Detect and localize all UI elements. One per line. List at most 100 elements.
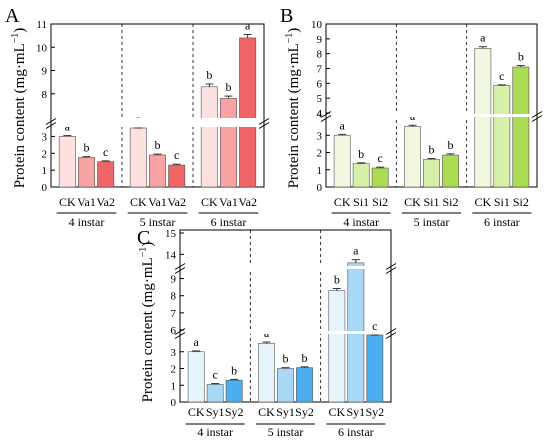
panel-a-significance-letter: c — [174, 148, 179, 162]
panel-a-bar — [239, 37, 257, 188]
panel-c-bar — [187, 351, 205, 403]
panel-c-category-label: Sy2 — [365, 405, 384, 419]
panel-c-significance-letter: b — [334, 273, 340, 287]
panel-b-category-label: Si2 — [372, 195, 388, 209]
panel-b-significance-letter: b — [358, 147, 364, 161]
panel-c-axis-break-mark — [385, 328, 397, 339]
panel-a-category-label: CK — [59, 195, 76, 209]
panel-c-axis-break-gap — [181, 266, 390, 269]
panel-a-y-tick-label: 3 — [42, 131, 48, 143]
panel-c-significance-letter: a — [353, 244, 359, 258]
panel-b-axis-break-mark — [531, 111, 543, 122]
panel-a-significance-letter: b — [226, 80, 232, 94]
panel-b-category-label: CK — [334, 195, 351, 209]
panel-c-y-tick-label: 1 — [171, 380, 177, 392]
panel-b-category-label: Si2 — [442, 195, 458, 209]
panel-c-significance-letter: c — [372, 319, 377, 333]
panel-c-significance-letter: b — [283, 352, 289, 366]
panel-b-significance-letter: b — [447, 138, 453, 152]
panel-a-y-tick-label: 11 — [36, 19, 47, 31]
panel-c-bar — [258, 343, 275, 403]
panel-a-axis-break-mark — [45, 118, 57, 129]
panel-b-bar — [371, 167, 389, 188]
panel-b-bar — [404, 126, 421, 188]
panel-b-y-tick-label: 4 — [317, 108, 323, 120]
panel-a-significance-letter: b — [84, 141, 90, 155]
panel-c-y-tick-label: 6 — [171, 325, 177, 337]
panel-c-axis-break-mark — [174, 263, 186, 274]
panel-c-significance-letter: c — [213, 368, 218, 382]
panel-b-label: B — [280, 5, 293, 27]
panel-c-y-tick-label: 7 — [171, 308, 177, 320]
panel-a-label: A — [5, 5, 20, 27]
panel-c-category-label: CK — [329, 405, 346, 419]
panel-a-category-label: Va1 — [148, 195, 167, 209]
panel-a-category-label: Va1 — [219, 195, 238, 209]
panel-b-axis-break-mark — [320, 111, 332, 122]
panel-a-bar — [220, 98, 237, 188]
panel-a-significance-letter: c — [103, 145, 108, 159]
panel-c-y-tick-label: 9 — [171, 274, 177, 286]
panel-c-axis-break-mark — [385, 263, 397, 274]
panel-b-significance-letter: a — [340, 118, 346, 132]
panel-b-y-tick-label: 2 — [317, 148, 323, 160]
panel-c-bar — [328, 290, 346, 403]
panel-c-group-label: 5 instar — [268, 425, 304, 439]
panel-a-bar — [58, 136, 76, 188]
panel-c-bar — [366, 334, 384, 403]
panel-b-y-tick-label: 3 — [317, 130, 323, 142]
panel-a-category-label: Va2 — [238, 195, 257, 209]
panel-c-category-label: Sy2 — [295, 405, 314, 419]
panel-a-group-label: 6 instar — [211, 215, 247, 229]
panel-a-y-tick-label: 0 — [42, 182, 48, 194]
panel-b-axis-break-gap — [327, 114, 536, 117]
panel-b-y-tick-label: 5 — [317, 93, 323, 105]
panel-c-y-axis-label: Protein content (mg·mL−1) — [138, 242, 156, 403]
panel-a-category-label: Va2 — [167, 195, 186, 209]
panel-c-axis-break-gap — [181, 331, 390, 334]
panel-c-y-tick-label: 8 — [171, 291, 177, 303]
panel-c-significance-letter: b — [231, 363, 237, 377]
panel-a-y-tick-label: 8 — [42, 89, 48, 101]
panel-b-category-label: Si1 — [353, 195, 369, 209]
panel-c-significance-letter: a — [194, 335, 200, 349]
panel-a-bar — [97, 161, 115, 188]
panel-c-bar — [206, 384, 224, 403]
panel-a-y-axis-label: Protein content (mg·mL−1) — [10, 28, 28, 189]
panel-b-y-tick-label: 4 — [317, 108, 323, 120]
panel-b-category-label: CK — [475, 195, 492, 209]
panel-b-category-label: CK — [404, 195, 421, 209]
panel-c-bar — [225, 379, 243, 403]
panel-c-y-tick-label: 2 — [171, 364, 177, 376]
panel-c-axis-break-mark — [174, 328, 186, 339]
panel-a-group-label: 5 instar — [140, 215, 176, 229]
panel-a-category-label: Va2 — [96, 195, 115, 209]
panel-b-significance-letter: c — [499, 69, 504, 83]
panel-c-bar — [277, 368, 294, 403]
panel-c-category-label: Sy1 — [276, 405, 295, 419]
panel-a-significance-letter: b — [155, 138, 161, 152]
panel-c-group-label: 4 instar — [197, 425, 233, 439]
panel-b-y-tick-label: 6 — [317, 78, 323, 90]
panel-b-significance-letter: b — [518, 50, 524, 64]
panel-c-y-tick-label: 14 — [165, 249, 177, 261]
panel-c-bar — [296, 367, 313, 403]
panel-a-category-label: CK — [201, 195, 218, 209]
panel-a-bar — [149, 154, 166, 188]
panel-a-axis-break-mark — [258, 118, 270, 129]
panel-c-category-label: Sy1 — [206, 405, 225, 419]
panel-b-bar — [474, 48, 492, 188]
panel-b-bar — [442, 154, 459, 188]
panel-a-category-label: CK — [130, 195, 147, 209]
panel-b-y-tick-label: 8 — [317, 49, 323, 61]
panel-a-significance-letter: b — [206, 68, 212, 82]
panel-b-category-label: Si1 — [423, 195, 439, 209]
panel-b-y-tick-label: 1 — [317, 165, 323, 177]
panel-a-bar — [168, 164, 186, 188]
panel-b-group-label: 5 instar — [414, 215, 450, 229]
panel-b-y-tick-label: 0 — [317, 182, 323, 194]
panel-b-significance-letter: a — [480, 31, 486, 45]
panel-a-y-tick-label: 2 — [42, 148, 48, 160]
panel-a-bar — [200, 86, 218, 188]
